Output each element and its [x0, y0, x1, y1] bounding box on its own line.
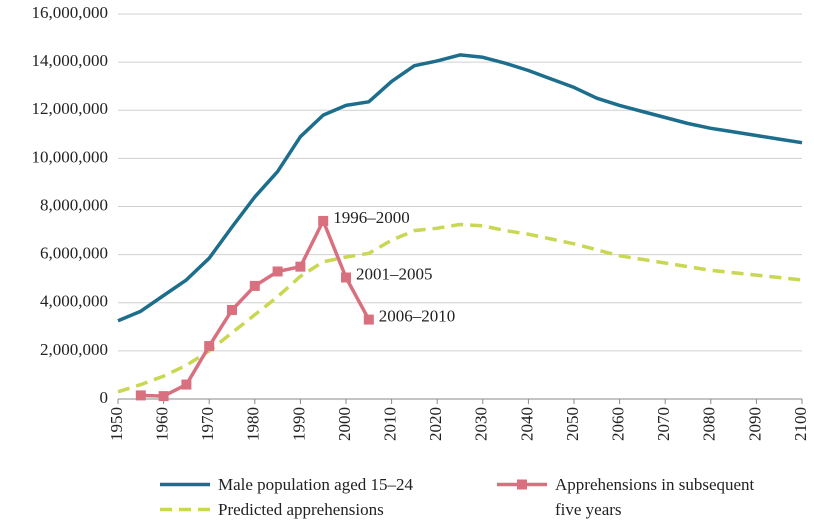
- x-tick-label: 2010: [381, 407, 400, 441]
- point-marker: [341, 272, 351, 283]
- point-marker: [295, 261, 306, 272]
- y-tick-label: 12,000,000: [32, 99, 109, 118]
- x-tick-label: 2000: [335, 407, 354, 441]
- x-tick-label: 2060: [609, 407, 628, 441]
- point-marker: [158, 391, 169, 402]
- point-marker: [318, 215, 329, 226]
- legend-label: Male population aged 15–24: [218, 475, 413, 494]
- y-tick-label: 16,000,000: [32, 3, 109, 22]
- legend-label: Apprehensions in subsequent five years: [555, 475, 755, 519]
- x-tick-label: 2080: [700, 407, 719, 441]
- x-tick-label: 1980: [244, 407, 263, 441]
- point-marker: [135, 390, 146, 401]
- y-tick-label: 8,000,000: [40, 195, 108, 214]
- x-tick-label: 2100: [791, 407, 810, 441]
- legend-item: Male population aged 15–24: [160, 472, 413, 497]
- x-tick-label: 1970: [198, 407, 217, 441]
- legend-swatch: [160, 507, 210, 512]
- x-tick-label: 1950: [107, 407, 126, 441]
- point-marker: [181, 379, 192, 390]
- series-line: [117, 53, 803, 323]
- y-tick-label: 2,000,000: [40, 340, 108, 359]
- series-line: [117, 222, 803, 394]
- legend-marker: [517, 479, 527, 490]
- x-tick-label: 2020: [426, 407, 445, 441]
- y-tick-label: 10,000,000: [32, 147, 109, 166]
- annotation: 2001–2005: [356, 264, 433, 283]
- point-marker: [363, 314, 374, 325]
- x-tick-label: 2040: [517, 407, 536, 441]
- x-tick-label: 1990: [289, 407, 308, 441]
- x-tick-label: 2030: [472, 407, 491, 441]
- y-tick-label: 6,000,000: [40, 244, 108, 263]
- point-marker: [227, 304, 237, 315]
- legend-swatch: [497, 479, 547, 490]
- legend-item: Apprehensions in subsequent five years: [497, 472, 777, 522]
- y-tick-label: 14,000,000: [32, 51, 109, 70]
- legend-label: Predicted apprehensions: [218, 500, 384, 519]
- y-tick-label: 4,000,000: [40, 292, 108, 311]
- point-marker: [204, 341, 215, 352]
- point-marker: [249, 280, 260, 291]
- x-tick-label: 1960: [153, 407, 172, 441]
- legend-swatch: [160, 482, 210, 487]
- annotation: 2006–2010: [379, 307, 456, 326]
- y-tick-label: 0: [100, 388, 109, 407]
- x-tick-label: 2070: [654, 407, 673, 441]
- x-tick-label: 2050: [563, 407, 582, 441]
- annotation: 1996–2000: [333, 208, 410, 227]
- x-tick-label: 2090: [745, 407, 764, 441]
- point-marker: [272, 266, 283, 277]
- legend-item: Predicted apprehensions: [160, 497, 384, 522]
